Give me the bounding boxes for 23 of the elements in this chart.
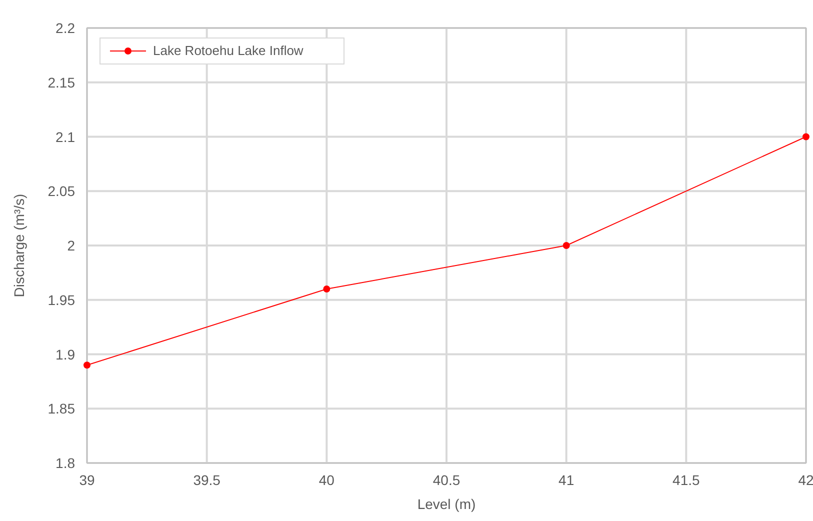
x-tick-label: 39.5	[193, 472, 221, 488]
x-tick-label: 40.5	[432, 472, 460, 488]
x-tick-label: 40	[318, 472, 335, 488]
point	[323, 286, 330, 292]
y-tick-label: 1.9	[56, 346, 76, 362]
y-tick-label: 2.1	[56, 128, 76, 145]
point	[802, 133, 810, 140]
point	[562, 242, 570, 249]
y-axis-title: Discharge (m³/s)	[11, 194, 27, 298]
x-tick-label: 41.5	[672, 472, 700, 488]
legend-label: Lake Rotoehu Lake Inflow	[153, 43, 304, 58]
y-tick-label: 1.85	[48, 400, 76, 417]
y-tick-label: 2.2	[56, 20, 76, 36]
x-tick-label: 39	[79, 472, 95, 488]
x-tick-label: 42	[798, 472, 813, 488]
y-tick-label: 1.8	[56, 455, 76, 471]
y-tick-label: 1.95	[48, 292, 76, 308]
x-tick-label: 41	[558, 472, 574, 488]
y-tick-label: 2	[67, 238, 76, 254]
point	[84, 362, 90, 369]
y-tick-label: 2.05	[48, 183, 76, 200]
y-tick-label: 2.15	[48, 74, 76, 90]
x-axis-title: Level (m)	[417, 496, 476, 512]
